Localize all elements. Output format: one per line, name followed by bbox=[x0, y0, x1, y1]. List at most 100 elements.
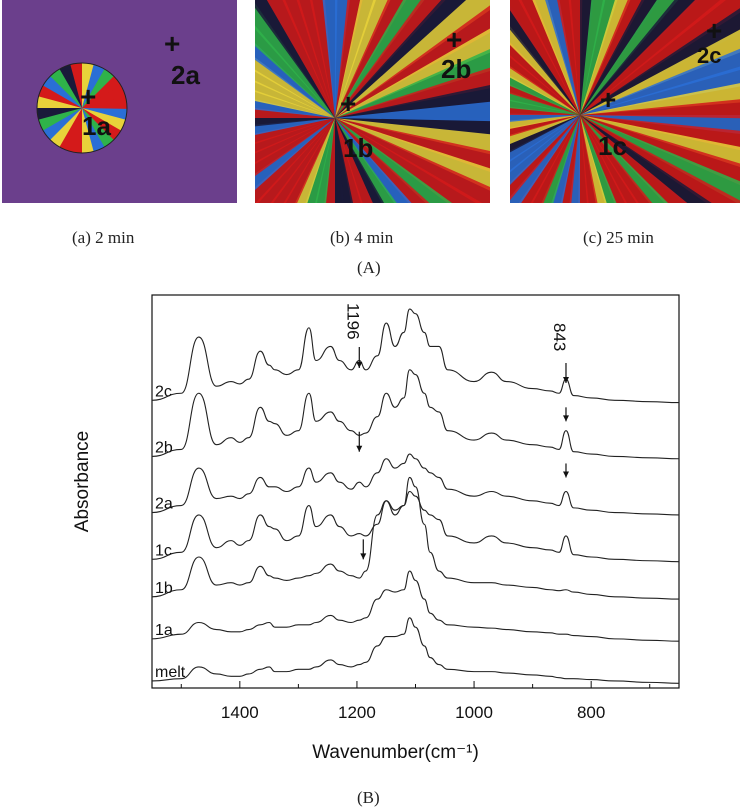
series-label-2b: 2b bbox=[155, 439, 173, 456]
peak-arrow-1196-top-head bbox=[356, 362, 363, 368]
point-label-2b: 2b bbox=[441, 54, 472, 84]
spherulite-25min-ray bbox=[580, 0, 740, 115]
spherulite-25min-ray bbox=[510, 115, 580, 162]
spherulite-25min-ray bbox=[580, 115, 617, 203]
micrograph-2min-image bbox=[2, 0, 237, 203]
spherulite-25min-ray bbox=[510, 115, 580, 203]
spherulite-4min-ray bbox=[335, 101, 490, 122]
spherulite-4min-ray bbox=[335, 118, 490, 203]
series-label-1b: 1b bbox=[155, 580, 173, 597]
series-label-melt: melt bbox=[155, 664, 186, 681]
spherulite-sector bbox=[70, 63, 83, 108]
ftir-chart: 1400 1200 1000 800 Wavenumber(cm⁻¹) Absorbanc… bbox=[72, 294, 680, 763]
caption-4min: (b) 4 min bbox=[330, 228, 394, 247]
panel-b-label: (B) bbox=[357, 788, 380, 807]
peak-label-1196: 1196 bbox=[343, 303, 362, 340]
peak-arrow-843-2a-head bbox=[562, 471, 569, 478]
spherulite-sector bbox=[82, 69, 115, 108]
point-marker-1a: + bbox=[80, 81, 97, 112]
spherulite-sector bbox=[50, 68, 82, 108]
x-tick-label-1000: 1000 bbox=[455, 703, 493, 722]
spherulite-25min-ray bbox=[580, 115, 653, 203]
spherulite-sector bbox=[38, 108, 82, 131]
spherulite-25min-ray bbox=[568, 0, 583, 115]
peak-arrow-1196-2a-head bbox=[356, 445, 363, 452]
x-axis-label: Wavenumber(cm⁻¹) bbox=[312, 742, 479, 763]
spherulite-25min-ray bbox=[580, 115, 740, 203]
spherulite-4min-ray bbox=[335, 0, 490, 118]
spherulite-25min-ray bbox=[510, 115, 580, 144]
spherulite-25min-ray bbox=[580, 99, 740, 119]
spherulite-4min-ray bbox=[255, 118, 335, 177]
spherulite-sector bbox=[43, 75, 82, 108]
spherulite-4min-ray bbox=[335, 118, 490, 172]
micrograph-25min-image bbox=[510, 0, 740, 203]
series-label-1a: 1a bbox=[155, 622, 173, 639]
point-marker-2b: + bbox=[446, 24, 463, 55]
panel-a-label: (A) bbox=[357, 258, 381, 277]
point-marker-1c: + bbox=[600, 84, 617, 115]
spherulite-4min-ray bbox=[335, 0, 350, 118]
spherulite-sector bbox=[82, 108, 126, 132]
spherulite-outline bbox=[36, 62, 128, 154]
spherulite-4min-ray bbox=[255, 118, 335, 154]
point-label-1c: 1c bbox=[598, 131, 627, 161]
point-marker-1b: + bbox=[340, 88, 357, 119]
series-line-1a bbox=[151, 570, 680, 642]
micrograph-4min-image bbox=[255, 0, 490, 203]
x-tick-label-800: 800 bbox=[577, 703, 605, 722]
peak-arrow-1196-1b-head bbox=[360, 553, 367, 560]
series-label-1c: 1c bbox=[155, 542, 172, 559]
spherulite-25min-ray bbox=[510, 0, 580, 115]
spherulite-4min-ray bbox=[266, 0, 335, 118]
spherulite-4min-ray bbox=[255, 116, 335, 127]
spherulite-25min-ray bbox=[580, 115, 668, 203]
spherulite-4min-ray bbox=[335, 118, 397, 203]
caption-2min: (a) 2 min bbox=[72, 228, 135, 247]
spherulite-sector bbox=[42, 108, 82, 140]
spherulite-25min-ray bbox=[578, 115, 589, 203]
spherulite-25min-ray bbox=[580, 66, 740, 115]
series-label-2c: 2c bbox=[155, 383, 172, 400]
spherulite-4min-ray bbox=[335, 0, 376, 118]
spherulite-sector bbox=[82, 85, 126, 108]
spherulite-25min-ray bbox=[580, 8, 740, 115]
spherulite-4min-ray bbox=[335, 118, 490, 138]
series-label-2a: 2a bbox=[155, 496, 173, 513]
spherulite-25min-ray bbox=[580, 83, 740, 115]
series-line-melt bbox=[151, 617, 680, 684]
point-marker-2a: + bbox=[164, 28, 181, 59]
caption-25min: (c) 25 min bbox=[583, 228, 654, 247]
spherulite-4min-ray bbox=[335, 118, 385, 203]
series-line-2a bbox=[151, 453, 680, 516]
spherulite-4min-ray bbox=[322, 0, 338, 118]
micrograph-4min bbox=[255, 0, 490, 203]
plot-frame bbox=[151, 294, 680, 689]
point-label-2a: 2a bbox=[171, 60, 200, 90]
y-axis-label: Absorbance bbox=[72, 431, 93, 532]
spherulite-4min-ray bbox=[255, 118, 335, 203]
point-label-2c: 2c bbox=[697, 43, 722, 68]
peak-arrow-843-2b-head bbox=[562, 415, 569, 422]
spherulite-sector bbox=[82, 108, 121, 141]
x-tick-label-1400: 1400 bbox=[221, 703, 259, 722]
spherulite-4min-ray bbox=[255, 107, 335, 118]
series-line-1b bbox=[151, 476, 680, 600]
spherulite-sector bbox=[81, 108, 94, 153]
spherulite-4min-ray bbox=[333, 118, 344, 203]
spherulite-sector bbox=[58, 108, 82, 152]
spherulite-sector bbox=[82, 108, 105, 152]
spherulite-25min-ray bbox=[510, 115, 580, 173]
spherulite-4min-ray bbox=[335, 28, 490, 118]
spherulite-4min-ray bbox=[335, 118, 490, 155]
micrograph-2min bbox=[2, 0, 237, 203]
spherulite-25min-ray bbox=[510, 115, 580, 185]
x-tick-label-1200: 1200 bbox=[338, 703, 376, 722]
spherulite-4min-ray bbox=[255, 118, 335, 165]
spherulite-4min-ray bbox=[335, 118, 412, 203]
spherulite-sector bbox=[82, 108, 114, 148]
spherulite-4min-ray bbox=[335, 118, 373, 203]
point-label-1a: 1a bbox=[82, 111, 111, 141]
spherulite-sector bbox=[59, 64, 82, 108]
spherulite-sector bbox=[82, 64, 106, 108]
